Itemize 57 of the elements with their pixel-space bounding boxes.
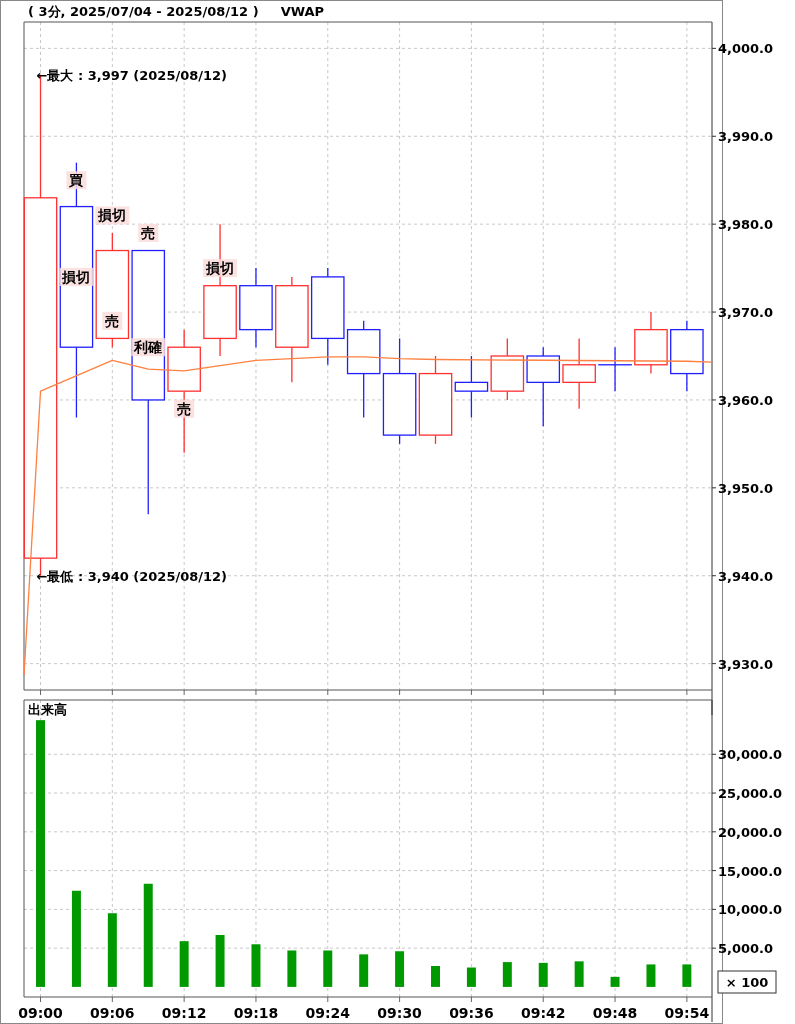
y-tick-label: 3,970.0 [718,305,774,321]
note-label: 損切 [59,267,94,286]
y-tick-label: 10,000.0 [718,902,783,918]
text: × 100 [725,975,769,990]
note-label: 売 [174,399,195,418]
bar [610,976,620,987]
y-tick-label: 3,960.0 [718,392,774,408]
x-tick-label: 09:24 [305,1005,351,1021]
bar [538,962,548,987]
note-label: 損切 [95,206,130,225]
bar [359,954,369,987]
chart-title: ( 3分, 2025/07/04 - 2025/08/12 ) [28,4,259,19]
bar [574,961,584,987]
bar [466,967,476,987]
bar [143,883,153,987]
bar [431,965,440,987]
note-label: 利確 [131,338,166,357]
y-tick-label: 15,000.0 [718,863,783,879]
x-tick-label: 09:42 [520,1005,566,1021]
y-tick-label: 3,940.0 [718,568,774,584]
x-tick-label: 09:36 [449,1005,494,1021]
y-tick-label: 3,990.0 [718,129,774,145]
note-label: 買 [66,171,87,190]
bar [36,720,46,987]
y-tick-label: 5,000.0 [718,941,774,957]
bar [646,964,656,987]
bar [323,950,333,987]
bar [395,951,405,987]
y-tick-label: 3,980.0 [718,217,774,233]
y-tick-label: 4,000.0 [718,41,774,57]
bar [71,890,81,987]
x-tick-label: 09:18 [233,1005,279,1021]
bar [502,962,512,987]
bar [215,934,225,987]
bar [287,950,297,987]
annotation: ←最低 : 3,940 (2025/08/12) [36,568,228,584]
bar [251,944,261,987]
bar [107,913,117,987]
x-tick-label: 09:00 [18,1005,64,1021]
chart-title: 出来高 [28,702,67,717]
y-tick-label: 30,000.0 [718,747,783,763]
x-tick-label: 09:30 [377,1005,423,1021]
bar [179,941,189,987]
x-tick-label: 09:54 [664,1005,710,1021]
note-label: 売 [138,223,159,242]
line-series [23,356,713,676]
y-tick-label: 3,950.0 [718,480,774,496]
x-tick-label: 09:48 [592,1005,638,1021]
y-tick-label: 20,000.0 [718,824,783,840]
y-tick-label: 25,000.0 [718,786,783,802]
text: VWAP [280,4,325,19]
x-tick-label: 09:12 [161,1005,207,1021]
bar [682,964,692,987]
note-label: 損切 [203,259,238,278]
y-tick-label: 3,930.0 [718,656,774,672]
annotation: ←最大 : 3,997 (2025/08/12) [36,67,228,83]
x-tick-label: 09:06 [90,1005,135,1021]
